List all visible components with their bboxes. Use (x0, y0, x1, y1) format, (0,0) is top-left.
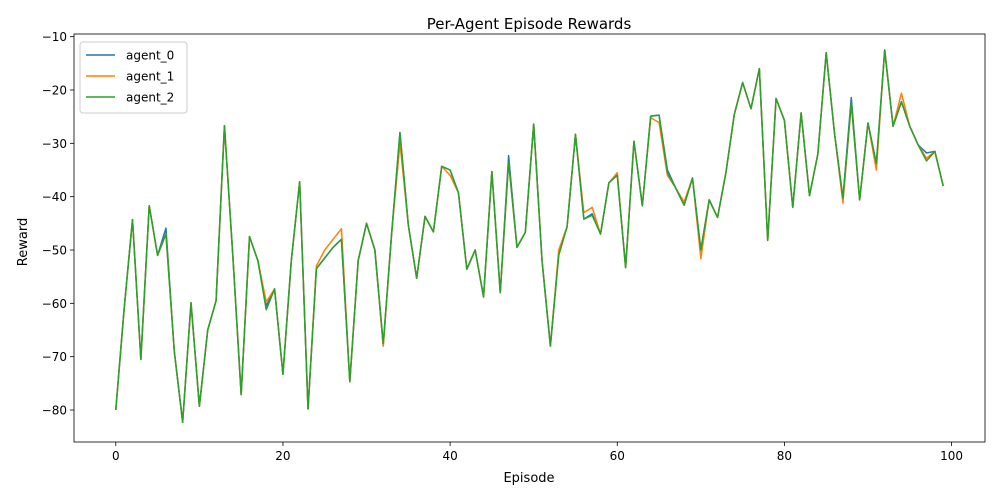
x-tick-label: 40 (442, 449, 457, 463)
legend-label-agent_0: agent_0 (126, 49, 174, 63)
y-tick-label: −50 (42, 244, 67, 258)
y-tick-label: −10 (42, 30, 67, 44)
y-tick-label: −70 (42, 350, 67, 364)
plot-area (115, 49, 944, 424)
legend: agent_0 agent_1 agent_2 (79, 41, 188, 114)
y-tick-label: −20 (42, 84, 67, 98)
axes-frame (73, 33, 986, 443)
y-tick-label: −80 (42, 404, 67, 418)
axes: 0 20 40 60 80 100 −80 −70 −60 −50 −40 −30 −20 −10 (42, 30, 986, 463)
y-tick-label: −60 (42, 297, 67, 311)
series-line-agent_2 (115, 49, 944, 424)
x-tick-label: 20 (275, 449, 290, 463)
y-tick-label: −40 (42, 190, 67, 204)
legend-label-agent_2: agent_2 (126, 91, 174, 105)
y-tick-label: −30 (42, 137, 67, 151)
x-tick-label: 80 (777, 449, 792, 463)
y-axis-label: Reward (16, 218, 31, 266)
chart-title: Per-Agent Episode Rewards (427, 15, 632, 33)
legend-box (79, 41, 188, 114)
x-tick-label: 60 (610, 449, 625, 463)
x-axis-label: Episode (503, 471, 554, 486)
x-tick-label: 0 (112, 449, 120, 463)
legend-label-agent_1: agent_1 (126, 70, 174, 84)
x-tick-label: 100 (940, 449, 963, 463)
